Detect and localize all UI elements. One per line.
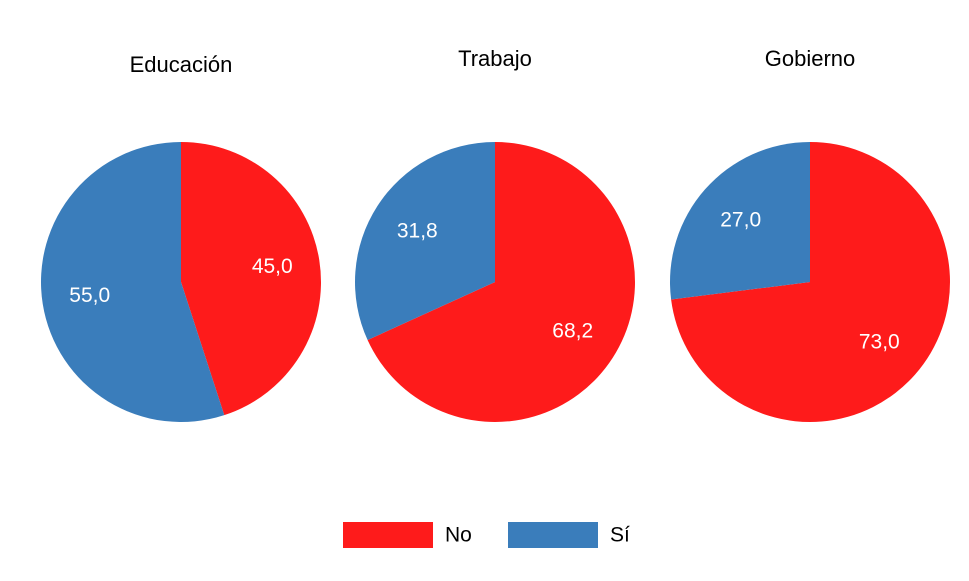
data-label: 68,2 bbox=[552, 320, 593, 343]
chart-title: Gobierno bbox=[765, 46, 856, 71]
data-label: 73,0 bbox=[859, 331, 900, 354]
data-label: 45,0 bbox=[252, 255, 293, 278]
data-label: 31,8 bbox=[397, 220, 438, 243]
data-label: 27,0 bbox=[720, 208, 761, 231]
pie-slice bbox=[355, 142, 495, 341]
legend-label: Sí bbox=[610, 524, 630, 547]
chart-title: Trabajo bbox=[458, 46, 532, 71]
legend-swatch bbox=[508, 522, 598, 548]
pie-slice bbox=[367, 142, 635, 422]
pie-slice bbox=[671, 142, 950, 423]
pie-slice bbox=[670, 142, 810, 300]
legend-swatch bbox=[343, 522, 433, 548]
pie-slice bbox=[41, 142, 225, 422]
legend-label: No bbox=[445, 524, 472, 547]
pie-slice bbox=[181, 142, 322, 416]
data-label: 55,0 bbox=[69, 284, 110, 307]
chart-title: Educación bbox=[130, 52, 233, 77]
